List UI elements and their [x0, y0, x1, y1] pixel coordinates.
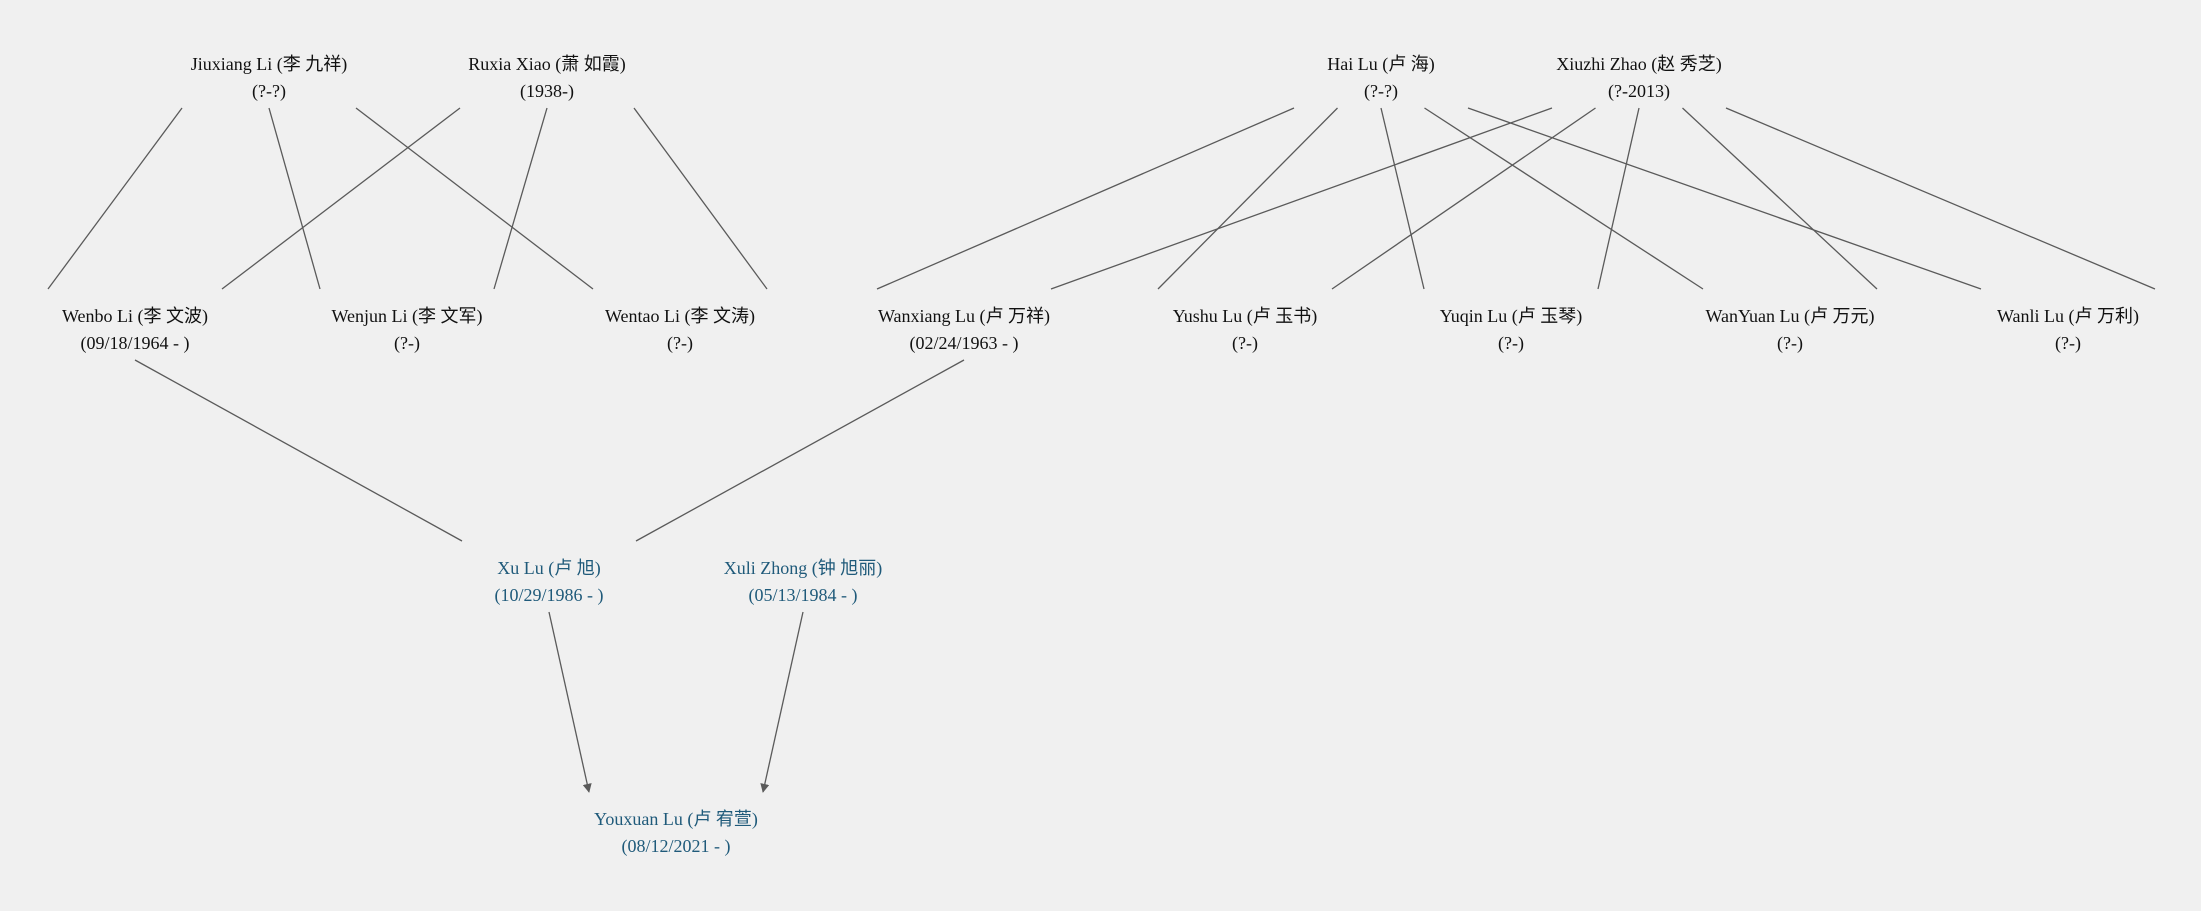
person-name: WanYuan Lu (卢 万元): [1705, 306, 1875, 326]
link-ruxia-xiao-to-wentao-li: [633, 107, 768, 290]
person-node-jiuxiang-li[interactable]: Jiuxiang Li (李 九祥) (?-?): [119, 51, 419, 105]
link-ruxia-xiao-to-wenbo-li: [221, 107, 461, 290]
link-hai-lu-to-wanli-lu: [1467, 107, 1982, 290]
person-dates: (?-): [394, 333, 420, 353]
link-xiuzhi-zhao-to-yushu-lu: [1331, 107, 1596, 290]
person-dates: (?-): [2055, 333, 2081, 353]
link-xiuzhi-zhao-to-wanxiang-lu: [1050, 107, 1553, 290]
person-node-wenbo-li[interactable]: Wenbo Li (李 文波) (09/18/1964 - ): [0, 303, 285, 357]
link-xiuzhi-zhao-to-yuqin-lu: [1597, 107, 1640, 290]
person-dates: (08/12/2021 - ): [621, 836, 731, 856]
person-dates: (05/13/1984 - ): [748, 585, 858, 605]
person-node-yuqin-lu[interactable]: Yuqin Lu (卢 玉琴) (?-): [1361, 303, 1661, 357]
person-dates: (?-?): [252, 81, 286, 101]
person-name: Yuqin Lu (卢 玉琴): [1439, 306, 1583, 326]
link-xiuzhi-zhao-to-wanyuan-lu: [1682, 107, 1878, 290]
person-name: Wenjun Li (李 文军): [331, 306, 483, 326]
link-hai-lu-to-wanyuan-lu: [1424, 107, 1704, 290]
link-xiuzhi-zhao-to-wanli-lu: [1725, 107, 2156, 290]
link-xu-lu-to-youxuan-lu: [548, 611, 592, 793]
link-hai-lu-to-yushu-lu: [1157, 107, 1338, 290]
person-dates: (?-?): [1364, 81, 1398, 101]
person-node-wentao-li[interactable]: Wentao Li (李 文涛) (?-): [530, 303, 830, 357]
person-node-wanyuan-lu[interactable]: WanYuan Lu (卢 万元) (?-): [1640, 303, 1940, 357]
person-node-xiuzhi-zhao[interactable]: Xiuzhi Zhao (赵 秀芝) (?-2013): [1489, 51, 1789, 105]
link-jiuxiang-li-to-wenjun-li: [268, 107, 321, 290]
link-jiuxiang-li-to-wenbo-li: [47, 107, 183, 290]
person-dates: (?-): [1777, 333, 1803, 353]
person-node-hai-lu[interactable]: Hai Lu (卢 海) (?-?): [1231, 51, 1531, 105]
person-name: Xuli Zhong (钟 旭丽): [723, 558, 883, 578]
person-dates: (02/24/1963 - ): [909, 333, 1019, 353]
person-name: Xiuzhi Zhao (赵 秀芝): [1556, 54, 1722, 74]
person-name: Jiuxiang Li (李 九祥): [190, 54, 348, 74]
person-dates: (?-): [667, 333, 693, 353]
link-hai-lu-to-yuqin-lu: [1380, 107, 1425, 290]
person-node-xuli-zhong[interactable]: Xuli Zhong (钟 旭丽) (05/13/1984 - ): [653, 555, 953, 609]
person-name: Wenbo Li (李 文波): [61, 306, 209, 326]
person-name: Ruxia Xiao (萧 如霞): [468, 54, 626, 74]
person-dates: (10/29/1986 - ): [494, 585, 604, 605]
link-xuli-zhong-to-youxuan-lu: [760, 611, 804, 793]
person-dates: (09/18/1964 - ): [80, 333, 190, 353]
person-dates: (?-2013): [1608, 81, 1670, 101]
person-name: Xu Lu (卢 旭): [497, 558, 601, 578]
person-node-yushu-lu[interactable]: Yushu Lu (卢 玉书) (?-): [1095, 303, 1395, 357]
link-jiuxiang-li-to-wentao-li: [355, 107, 594, 290]
link-hai-lu-to-wanxiang-lu: [876, 107, 1295, 290]
person-name: Wentao Li (李 文涛): [604, 306, 755, 326]
person-node-xu-lu[interactable]: Xu Lu (卢 旭) (10/29/1986 - ): [399, 555, 699, 609]
person-name: Yushu Lu (卢 玉书): [1172, 306, 1318, 326]
link-wenbo-li-to-xu-lu: [134, 359, 463, 542]
person-node-wanxiang-lu[interactable]: Wanxiang Lu (卢 万祥) (02/24/1963 - ): [814, 303, 1114, 357]
link-wanxiang-lu-to-xu-lu: [635, 359, 965, 542]
person-dates: (1938-): [520, 81, 574, 101]
person-name: Hai Lu (卢 海): [1327, 54, 1435, 74]
person-dates: (?-): [1232, 333, 1258, 353]
person-node-youxuan-lu[interactable]: Youxuan Lu (卢 宥萱) (08/12/2021 - ): [526, 806, 826, 860]
person-node-wenjun-li[interactable]: Wenjun Li (李 文军) (?-): [257, 303, 557, 357]
person-node-ruxia-xiao[interactable]: Ruxia Xiao (萧 如霞) (1938-): [397, 51, 697, 105]
person-node-wanli-lu[interactable]: Wanli Lu (卢 万利) (?-): [1918, 303, 2201, 357]
person-name: Wanxiang Lu (卢 万祥): [877, 306, 1050, 326]
person-name: Youxuan Lu (卢 宥萱): [594, 809, 758, 829]
person-name: Wanli Lu (卢 万利): [1996, 306, 2140, 326]
link-ruxia-xiao-to-wenjun-li: [493, 107, 548, 290]
person-dates: (?-): [1498, 333, 1524, 353]
